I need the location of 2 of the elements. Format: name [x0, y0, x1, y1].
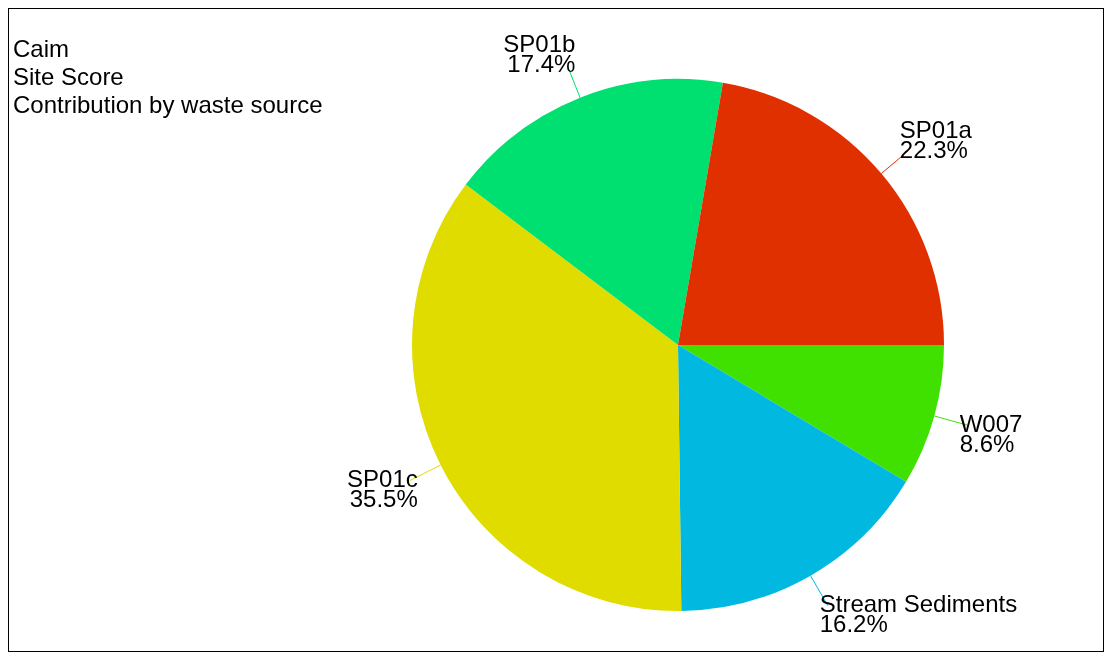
text: Caim [13, 35, 70, 63]
text: Site Score Contribution by waste source [13, 63, 323, 119]
